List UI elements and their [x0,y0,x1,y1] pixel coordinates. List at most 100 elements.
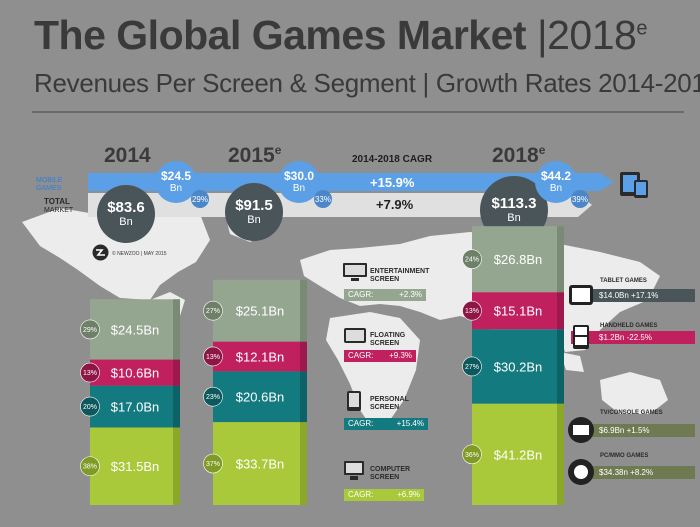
share-bubble-2015e-seg-0 [203,300,223,321]
share-label-2018e-seg-2: 27% [465,364,479,371]
share-label-2015e-seg-3: 37% [206,461,220,468]
value-label-2015e-seg-2: $20.6Bn [236,390,284,405]
tablet-icon [569,285,593,305]
mobile-games-label: MOBILE GAMES [36,177,63,192]
bar-shade-2014-seg-3 [173,427,180,505]
year-label-2015: 2015e [228,143,282,167]
bar-shade-2018e-seg-2 [557,329,564,404]
bar-2018e-seg-0 [472,226,564,293]
pc-mmo-games-label: PC/MMO GAMES [600,453,649,459]
share-label-2015e-seg-2: 23% [206,394,220,401]
page-title: The Global Games Market |2018e [34,12,647,59]
floating-screen-icon [344,328,366,343]
value-label-2014-seg-3: $31.5Bn [111,459,159,474]
title-main: The Global Games Market [34,12,527,58]
page-subtitle: Revenues Per Screen & Segment | Growth R… [34,68,700,98]
share-bubble-2014-seg-2 [80,396,100,417]
bar-2015e-seg-3 [213,422,307,505]
mobile-circle-2014: $24.5 Bn [155,161,197,203]
value-label-2018e-seg-1: $15.1Bn [494,304,542,319]
credit-text: © NEWZOO | MAY 2015 [112,251,167,257]
bar-2015e-seg-0 [213,279,307,342]
tv-console-games-box: $6.9Bn +1.5% [571,424,695,437]
value-label-2015e-seg-1: $12.1Bn [236,349,284,364]
pc-mmo-games-box: $34.38n +8.2% [571,466,695,479]
cagr-mobile-value: +15.9% [370,175,415,190]
bar-2018e-seg-2 [472,329,564,404]
handheld-console-icon [573,325,589,349]
bar-2018e-seg-3 [472,403,564,505]
bar-shade-2015e-seg-3 [300,422,307,505]
bar-2015e-seg-2 [213,371,307,423]
computer-screen-icon [344,461,364,480]
value-label-2018e-seg-0: $26.8Bn [494,252,542,267]
bar-2014-seg-2 [90,385,180,428]
newzoo-logo-icon [92,244,109,261]
bar-shade-2015e-seg-1 [300,341,307,372]
handheld-games-box: $1.2Bn -22.5% [571,331,695,344]
value-label-2015e-seg-0: $25.1Bn [236,304,284,319]
entertainment-cagr-box: CAGR: +2.3% [344,289,426,301]
tv-console-icon [568,417,594,443]
bar-shade-2018e-seg-3 [557,403,564,505]
bar-2014-seg-1 [90,359,180,386]
computer-screen-label: COMPUTER SCREEN [370,466,411,481]
tablet-games-box: $14.0Bn +17.1% [571,289,695,302]
mobile-share-2015: 33% [314,190,332,208]
bar-shade-2015e-seg-2 [300,371,307,423]
share-bubble-2014-seg-3 [80,456,100,477]
mobile-circle-2015: $30.0 Bn [278,161,320,203]
pc-mmo-icon [568,459,594,485]
cagr-title: 2014-2018 CAGR [352,154,433,165]
bar-shade-2014-seg-2 [173,385,180,428]
tablet-games-label: TABLET GAMES [600,278,647,284]
value-label-2015e-seg-3: $33.7Bn [236,457,284,472]
title-mark: e [636,17,647,40]
share-label-2014-seg-1: 13% [83,370,97,377]
bar-2015e-seg-1 [213,341,307,372]
bar-shade-2015e-seg-0 [300,279,307,342]
mobile-share-2018: 39% [571,190,589,208]
entertainment-screen-icon [343,263,367,281]
floating-screen-label: FLOATING SCREEN [370,332,406,347]
total-market-label: TOTAL MARKET [44,197,74,215]
personal-screen-icon [347,391,361,411]
share-label-2014-seg-0: 29% [83,327,97,334]
mobile-devices-icon [620,172,648,198]
personal-cagr-box: CAGR: +15.4% [344,418,428,430]
tv-console-games-label: TV/CONSOLE GAMES [600,410,663,416]
share-label-2015e-seg-0: 27% [206,308,220,315]
total-circle-2014: $83.6 Bn [97,185,155,243]
handheld-games-label: HANDHELD GAMES [600,323,658,329]
value-label-2018e-seg-2: $30.2Bn [494,359,542,374]
share-label-2014-seg-2: 20% [83,404,97,411]
bar-shade-2014-seg-1 [173,359,180,386]
share-bubble-2018e-seg-3 [462,444,482,465]
share-bubble-2018e-seg-2 [462,356,482,377]
bar-2018e-seg-1 [472,292,564,330]
bar-shade-2018e-seg-0 [557,226,564,293]
computer-cagr-box: CAGR: +6.9% [344,489,424,501]
value-label-2014-seg-2: $17.0Bn [111,400,159,415]
share-bubble-2015e-seg-3 [203,453,223,474]
mobile-growth-arrow [88,173,614,191]
share-label-2018e-seg-0: 24% [465,257,479,264]
value-label-2014-seg-0: $24.5Bn [111,322,159,337]
bar-shade-2014-seg-0 [173,299,180,360]
floating-cagr-box: CAGR: +9.3% [344,350,416,362]
year-label-2014: 2014 [104,144,151,167]
share-bubble-2014-seg-0 [80,319,100,340]
share-label-2014-seg-3: 38% [83,464,97,471]
mobile-circle-2018: $44.2 Bn [535,161,577,203]
share-bubble-2014-seg-1 [80,362,100,383]
share-label-2018e-seg-1: 13% [465,308,479,315]
title-year: |2018 [536,12,637,58]
year-label-2018: 2018e [492,143,546,167]
title-divider [32,111,684,113]
bar-2014-seg-3 [90,427,180,505]
total-growth-arrow [88,193,592,217]
share-bubble-2015e-seg-2 [203,386,223,407]
